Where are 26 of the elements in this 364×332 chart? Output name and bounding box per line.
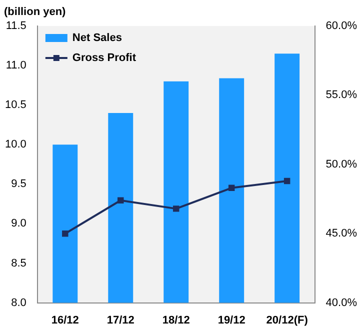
point bbox=[284, 178, 290, 184]
point bbox=[62, 230, 68, 237]
y2-tick-label: 45.0% bbox=[326, 228, 358, 240]
y-tick-label: 11.5 bbox=[6, 20, 26, 32]
y-tick-label: 8.5 bbox=[11, 257, 26, 270]
x-tick-label: 20/12(F) bbox=[266, 314, 308, 326]
x-tick-label: 19/12 bbox=[218, 314, 246, 326]
y-tick-label: 9.0 bbox=[11, 218, 26, 230]
y-axis-title: (billion yen) bbox=[4, 6, 66, 18]
legend-label: Net Sales bbox=[72, 32, 122, 44]
y-tick-label: 9.5 bbox=[11, 178, 26, 190]
point bbox=[228, 184, 235, 192]
y-tick-label: 10.0 bbox=[4, 138, 26, 151]
x-tick-label: 18/12 bbox=[162, 314, 190, 326]
y2-tick-label: 50.0% bbox=[326, 158, 358, 170]
legend-label: Gross Profit bbox=[72, 52, 136, 64]
y-tick-label: 11.0 bbox=[6, 60, 26, 72]
y2-tick-label: 40.0% bbox=[326, 296, 358, 309]
y2-tick-label: 60.0% bbox=[326, 20, 358, 32]
x-tick-label: 17/12 bbox=[106, 314, 134, 326]
point bbox=[172, 206, 180, 212]
y-tick-label: 10.5 bbox=[4, 99, 26, 112]
y-tick-label: 8.0 bbox=[11, 296, 26, 309]
point bbox=[118, 197, 124, 204]
y2-tick-label: 55.0% bbox=[326, 89, 358, 102]
x-tick-label: 16/12 bbox=[51, 314, 79, 326]
